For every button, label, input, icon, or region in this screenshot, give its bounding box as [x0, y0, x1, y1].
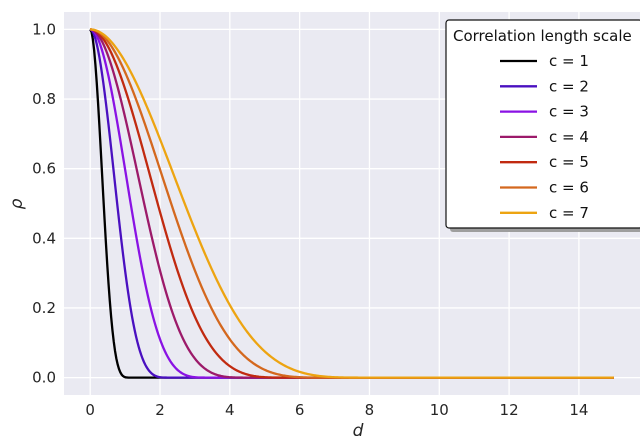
x-tick-label: 10: [430, 401, 449, 419]
legend-label-c6: c = 6: [549, 179, 589, 197]
y-axis-label: ρ: [7, 198, 27, 209]
y-tick-label: 0.0: [32, 369, 56, 387]
y-tick-label: 0.2: [32, 299, 56, 317]
x-axis-ticks: 0 2 4 6 8 10 12 14: [85, 401, 588, 419]
legend-items: c = 1 c = 2 c = 3 c = 4 c = 5 c = 6 c = 7: [500, 52, 589, 222]
legend-label-c7: c = 7: [549, 204, 589, 222]
x-axis-label: d: [353, 421, 364, 437]
y-tick-label: 0.6: [32, 160, 56, 178]
legend-label-c3: c = 3: [549, 103, 589, 121]
y-tick-label: 0.8: [32, 90, 56, 108]
x-tick-label: 0: [85, 401, 95, 419]
series-line-c7: [90, 28, 614, 379]
series-lines: [89, 28, 614, 379]
x-tick-label: 6: [295, 401, 305, 419]
x-tick-label: 8: [365, 401, 375, 419]
y-tick-label: 1.0: [32, 20, 56, 38]
x-tick-label: 14: [569, 401, 588, 419]
legend-title: Correlation length scale: [453, 27, 632, 45]
legend-label-c2: c = 2: [549, 77, 589, 95]
y-axis-ticks: 0.0 0.2 0.4 0.6 0.8 1.0: [32, 20, 56, 386]
y-tick-label: 0.4: [32, 229, 56, 247]
legend-label-c1: c = 1: [549, 52, 589, 70]
legend-box: [445, 19, 640, 229]
legend-label-c5: c = 5: [549, 153, 589, 171]
x-tick-label: 2: [155, 401, 165, 419]
x-tick-label: 4: [225, 401, 235, 419]
legend-label-c4: c = 4: [549, 128, 589, 146]
legend: Correlation length scale c = 1 c = 2 c = 3…: [445, 19, 640, 232]
x-tick-label: 12: [500, 401, 519, 419]
